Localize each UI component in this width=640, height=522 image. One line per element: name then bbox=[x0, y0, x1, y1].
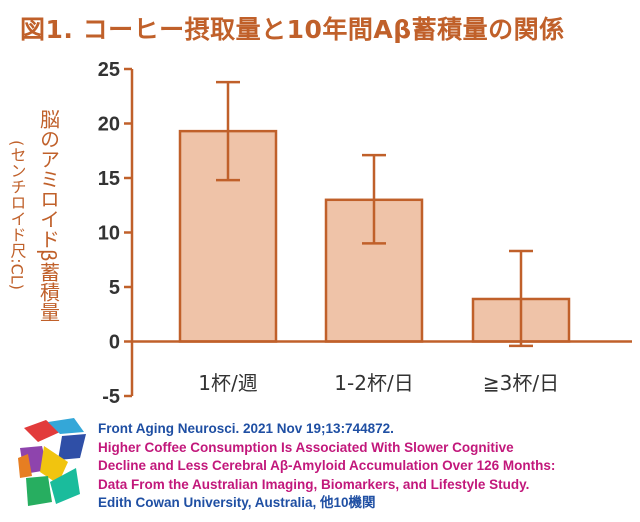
citation-article-line-3: Data From the Australian Imaging, Biomar… bbox=[98, 476, 530, 492]
chart-title: 図1. コーヒー摂取量と10年間Aβ蓄積量の関係 bbox=[20, 15, 565, 44]
citation-journal: Front Aging Neurosci. 2021 Nov 19;13:744… bbox=[98, 421, 394, 436]
citation-article-line-2: Decline and Less Cerebral Aβ-Amyloid Acc… bbox=[98, 458, 556, 473]
y-tick-label: 15 bbox=[98, 168, 120, 190]
bar-chart: -5 0 5 10 15 20 25 1杯/週 1-2杯/日 ≧3杯/日 bbox=[98, 59, 632, 408]
x-category-label-1: 1杯/週 bbox=[198, 371, 257, 395]
y-tick-label: 10 bbox=[98, 223, 120, 245]
y-tick-label: 20 bbox=[98, 114, 120, 136]
colored-cube-logo-icon bbox=[18, 418, 86, 506]
x-category-label-3: ≧3杯/日 bbox=[483, 371, 559, 395]
y-axis-label-main: 脳のアミロイドβ蓄積量 bbox=[36, 108, 61, 322]
y-axis-label-unit: (センチロイド尺:CL) bbox=[7, 140, 27, 290]
y-tick-label: 25 bbox=[98, 59, 120, 81]
citation-block: Front Aging Neurosci. 2021 Nov 19;13:744… bbox=[98, 420, 638, 513]
y-axis-label: 脳のアミロイドβ蓄積量 (センチロイド尺:CL) bbox=[4, 70, 64, 360]
y-tick-label: 5 bbox=[109, 277, 120, 299]
y-tick-label: 0 bbox=[109, 332, 120, 354]
citation-affiliation: Edith Cowan University, Australia, 他10機関 bbox=[98, 495, 376, 510]
x-category-label-2: 1-2杯/日 bbox=[334, 371, 413, 395]
y-tick-label: -5 bbox=[102, 386, 120, 408]
citation-article-line-1: Higher Coffee Consumption Is Associated … bbox=[98, 439, 514, 455]
